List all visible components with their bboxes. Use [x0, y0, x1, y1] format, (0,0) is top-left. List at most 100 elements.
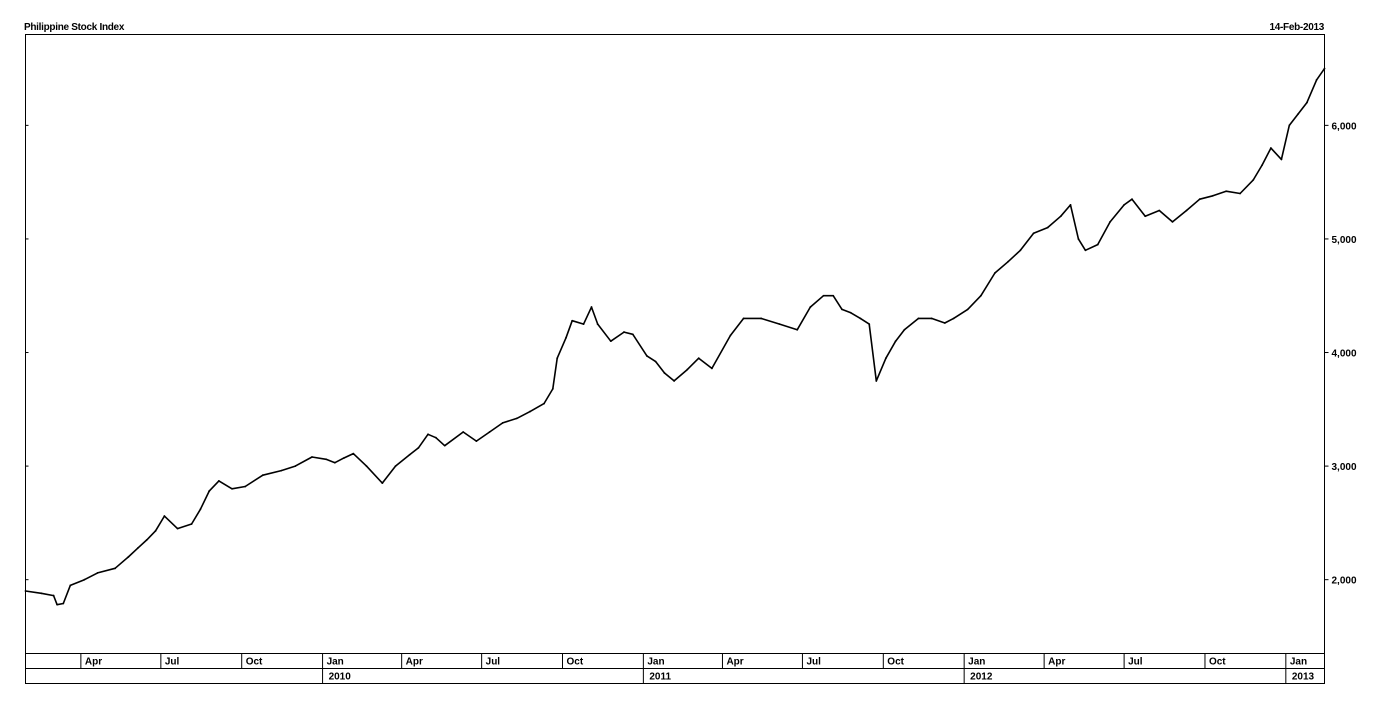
- data-point: [1007, 260, 1009, 263]
- data-point: [1198, 198, 1201, 201]
- data-point: [1046, 226, 1049, 229]
- data-point: [40, 592, 43, 595]
- data-point: [1032, 232, 1035, 235]
- year-tick-label: 2010: [329, 672, 352, 683]
- data-point: [137, 546, 139, 549]
- data-point: [582, 323, 585, 326]
- data-point: [24, 590, 27, 592]
- data-point: [917, 317, 920, 320]
- data-point: [381, 482, 384, 485]
- data-point: [1297, 113, 1300, 115]
- data-point: [645, 355, 648, 357]
- data-point: [1109, 221, 1111, 223]
- month-tick-label: Jul: [486, 657, 501, 668]
- plot-frame: [25, 34, 1325, 654]
- data-point: [930, 317, 933, 320]
- y-tick-label: 3,000: [1332, 462, 1357, 473]
- data-point: [686, 368, 689, 371]
- data-point: [952, 317, 955, 320]
- data-point: [822, 294, 825, 297]
- data-point: [1084, 249, 1087, 252]
- data-point: [1288, 124, 1291, 127]
- chart-date-label: 14-Feb-2013: [1269, 22, 1324, 33]
- data-point: [1280, 158, 1283, 161]
- data-point: [841, 308, 843, 311]
- data-point: [208, 490, 211, 492]
- data-point: [1171, 221, 1174, 223]
- data-point: [1252, 178, 1255, 181]
- data-point: [352, 452, 355, 455]
- data-point: [52, 594, 55, 597]
- month-tick-label: Oct: [1209, 657, 1226, 668]
- data-point: [475, 440, 478, 443]
- data-point: [1225, 190, 1227, 193]
- data-point: [127, 556, 130, 558]
- data-point: [994, 272, 996, 274]
- data-point: [365, 465, 368, 467]
- data-point: [673, 380, 676, 382]
- data-point: [280, 469, 283, 472]
- data-point: [1077, 238, 1080, 240]
- data-point: [199, 508, 202, 511]
- data-point: [943, 322, 946, 324]
- month-tick-label: Apr: [726, 657, 743, 668]
- month-tick-label: Apr: [85, 657, 102, 668]
- month-tick-label: Jan: [1290, 657, 1307, 668]
- month-tick-label: Oct: [567, 657, 584, 668]
- data-point: [427, 433, 429, 436]
- data-point: [408, 453, 411, 456]
- data-point: [69, 584, 72, 587]
- chart-title: Philippine Stock Index: [24, 22, 125, 33]
- year-tick-label: 2013: [1292, 672, 1315, 683]
- data-point: [231, 487, 233, 490]
- data-point: [176, 527, 179, 530]
- data-point: [1306, 101, 1308, 104]
- data-point: [1239, 192, 1242, 195]
- data-point: [565, 336, 567, 339]
- data-point: [1131, 198, 1133, 201]
- data-point: [729, 334, 732, 337]
- data-point: [1323, 67, 1326, 70]
- data-point: [244, 485, 247, 488]
- data-point: [796, 328, 799, 331]
- year-tick-label: 2012: [970, 672, 993, 683]
- month-tick-label: Jul: [806, 657, 821, 668]
- data-point: [83, 578, 86, 581]
- data-point: [596, 323, 599, 326]
- data-point: [1185, 209, 1188, 212]
- data-point: [1269, 147, 1272, 149]
- data-point: [114, 567, 117, 570]
- series-layer: [24, 67, 1326, 606]
- data-point: [294, 465, 297, 467]
- month-tick-label: Jan: [968, 657, 985, 668]
- data-point: [654, 360, 657, 363]
- data-point: [859, 317, 862, 320]
- data-point: [1158, 209, 1161, 212]
- data-point: [1123, 203, 1126, 206]
- data-point: [394, 465, 397, 467]
- year-tick-label: 2011: [649, 672, 671, 683]
- y-tick-label: 6,000: [1332, 121, 1357, 132]
- data-point: [885, 357, 887, 360]
- month-tick-label: Jan: [327, 657, 344, 668]
- data-point: [543, 402, 545, 405]
- data-point: [809, 306, 812, 308]
- data-point: [96, 571, 99, 574]
- data-point: [1069, 203, 1072, 206]
- data-point: [778, 323, 781, 326]
- month-tick-label: Jul: [165, 657, 180, 668]
- data-point: [571, 319, 574, 322]
- y-axis: 2,000 3,000 4,000 5,000 6,000: [25, 121, 1357, 587]
- data-point: [163, 515, 166, 517]
- data-point: [488, 431, 491, 433]
- data-point: [190, 523, 193, 525]
- month-tick-label: Apr: [406, 657, 423, 668]
- data-point: [515, 417, 518, 420]
- month-tick-label: Jul: [1128, 657, 1143, 668]
- data-point: [556, 357, 559, 360]
- data-point: [62, 602, 65, 605]
- data-point: [1144, 215, 1147, 218]
- data-point: [663, 372, 666, 374]
- data-point: [979, 294, 982, 297]
- data-point: [56, 603, 59, 606]
